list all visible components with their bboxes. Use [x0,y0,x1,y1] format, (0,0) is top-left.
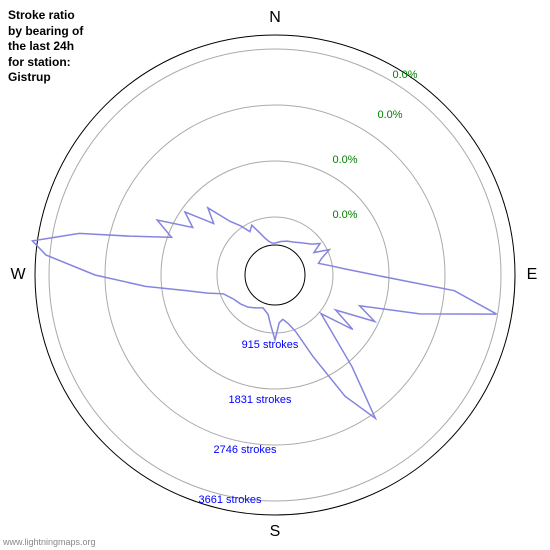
chart-container: Stroke ratio by bearing of the last 24h … [0,0,550,550]
compass-north: N [269,9,281,27]
ring-green-2: 0.0% [377,109,402,121]
ring-green-3: 0.0% [392,69,417,81]
attribution-text: www.lightningmaps.org [3,537,96,547]
ring-blue-2: 2746 strokes [214,444,277,456]
ring-blue-3: 3661 strokes [199,494,262,506]
compass-south: S [270,523,281,541]
ring-blue-1: 1831 strokes [229,394,292,406]
ring-green-1: 0.0% [332,154,357,166]
ring-green-0: 0.0% [332,209,357,221]
chart-title: Stroke ratio by bearing of the last 24h … [8,8,83,86]
compass-west: W [10,266,25,284]
ring-blue-0: 915 strokes [242,339,299,351]
compass-east: E [527,266,538,284]
